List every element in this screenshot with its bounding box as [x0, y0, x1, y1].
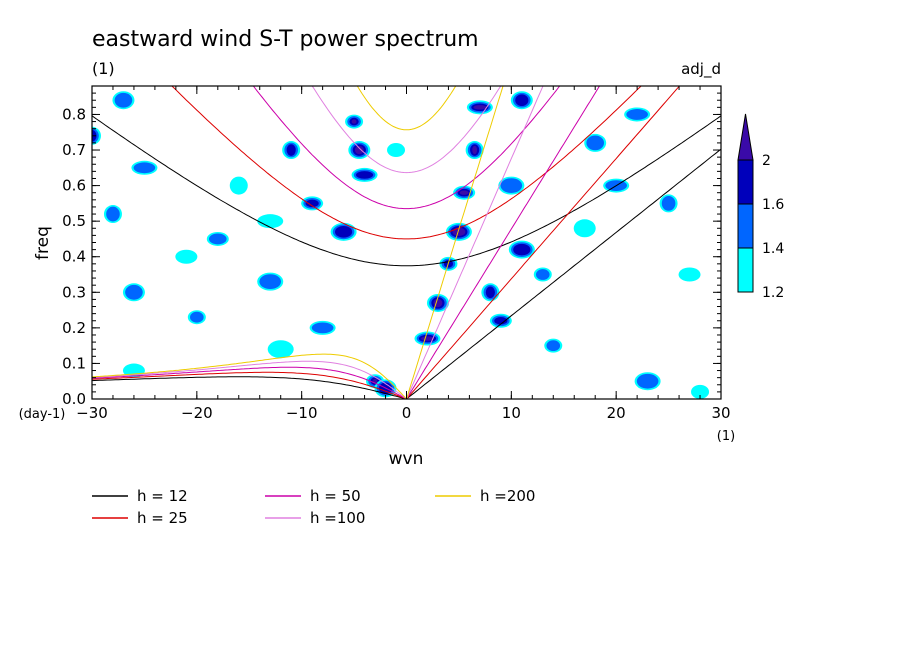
contour-blob [311, 322, 334, 334]
curve-rossby-h12 [92, 376, 407, 399]
y-tick-label: 0.8 [62, 105, 86, 123]
curve-ig-h50 [252, 86, 561, 210]
y-unit-label: (day-1) [19, 407, 66, 422]
contour-blob [546, 340, 561, 352]
contour-blob [473, 105, 487, 110]
contour-blob [351, 119, 357, 124]
x-tick-label: 0 [402, 404, 412, 422]
colorbar-label: 1.4 [762, 241, 784, 257]
contour-blob [125, 284, 143, 300]
contour-blob [678, 267, 701, 282]
x-tick-label: 10 [502, 404, 521, 422]
contour-blob [209, 233, 227, 245]
colorbar-segment [737, 203, 754, 249]
curve-ig-h100 [311, 86, 502, 174]
contour-blob [626, 109, 648, 120]
axis-ticks: −30 −20 −10 0 10 20 30 0.0 0.1 0.2 0.3 0.4 0.5 0.6 0.7… [62, 85, 731, 422]
y-tick-label: 0.5 [62, 212, 86, 230]
contour-blob [259, 274, 282, 290]
contour-blob [335, 226, 353, 238]
x-axis-label: wvn [389, 449, 424, 469]
legend: h = 12 h = 25 h = 50 h =100 h =200 [92, 487, 535, 527]
colorbar-label: 1.6 [762, 197, 784, 213]
y-axis-label: freq [33, 226, 53, 260]
y-tick-label: 0.2 [62, 319, 86, 337]
legend-label: h = 25 [137, 509, 188, 527]
contour-fill-layer [92, 91, 710, 399]
colorbar-extend-triangle [737, 113, 754, 161]
x-tick-label: −20 [181, 404, 213, 422]
x-tick-label: 20 [607, 404, 626, 422]
contour-blob [535, 269, 550, 280]
legend-label: h = 50 [310, 487, 361, 505]
contour-blob [691, 384, 710, 399]
x-unit-label: (1) [717, 429, 735, 444]
contour-blob [257, 214, 284, 229]
legend-label: h =200 [480, 487, 535, 505]
x-tick-label: 30 [711, 404, 730, 422]
contour-blob [286, 144, 296, 156]
top-right-label: adj_d [681, 60, 721, 79]
contour-blob [106, 206, 120, 222]
curve-rossby-h50 [92, 366, 407, 399]
contour-blob [354, 145, 364, 155]
curve-rossby-h100 [92, 360, 407, 399]
dispersion-curves-layer [92, 86, 721, 399]
curve-ig-h200 [356, 86, 457, 131]
colorbar-label: 2 [762, 153, 771, 169]
curve-kelvin-h12 [406, 148, 721, 399]
y-tick-label: 0.6 [62, 177, 86, 195]
contour-blob [494, 316, 508, 325]
y-tick-label: 0.1 [62, 354, 86, 372]
plot-frame [91, 85, 722, 400]
curve-kelvin-h25 [406, 86, 681, 399]
curve-rossby-h25 [92, 371, 407, 399]
contour-blob [513, 243, 531, 256]
y-tick-label: 0.4 [62, 248, 86, 266]
contour-blob [459, 190, 469, 195]
contour-blob [573, 219, 596, 238]
colorbar-label: 1.2 [762, 285, 784, 301]
contour-blob [661, 195, 676, 211]
curve-ig-h25 [171, 86, 642, 240]
chart-subtitle: (1) [92, 59, 115, 78]
curve-rossby-h200 [92, 353, 407, 399]
chart-title: eastward wind S-T power spectrum [92, 27, 479, 52]
contour-blob [267, 340, 294, 359]
contour-blob [472, 145, 478, 155]
contour-blob [500, 178, 523, 193]
legend-label: h =100 [310, 509, 365, 527]
colorbar: 1.2 1.4 1.6 2 [737, 113, 784, 301]
contour-blob [305, 199, 319, 208]
y-tick-label: 0.7 [62, 141, 86, 159]
contour-blob [190, 311, 204, 323]
contour-blob [229, 176, 248, 195]
curve-kelvin-h100 [406, 86, 544, 399]
contour-blob [175, 249, 198, 264]
contour-blob [515, 94, 529, 107]
contour-blob [485, 286, 495, 299]
curve-kelvin-h200 [406, 86, 504, 399]
contour-blob [387, 143, 406, 158]
curve-kelvin-h50 [406, 86, 601, 399]
curve-ig-h12 [92, 115, 721, 267]
x-tick-label: −10 [286, 404, 318, 422]
colorbar-segment [737, 247, 754, 293]
x-tick-label: −30 [76, 404, 108, 422]
contour-blob [133, 162, 156, 174]
colorbar-segment [737, 159, 754, 205]
legend-label: h = 12 [137, 487, 188, 505]
contour-blob [355, 171, 374, 179]
y-tick-label: 0.0 [62, 390, 86, 408]
y-tick-label: 0.3 [62, 283, 86, 301]
contour-blob [114, 92, 133, 108]
contour-blob [636, 373, 659, 389]
contour-blob [586, 135, 604, 151]
